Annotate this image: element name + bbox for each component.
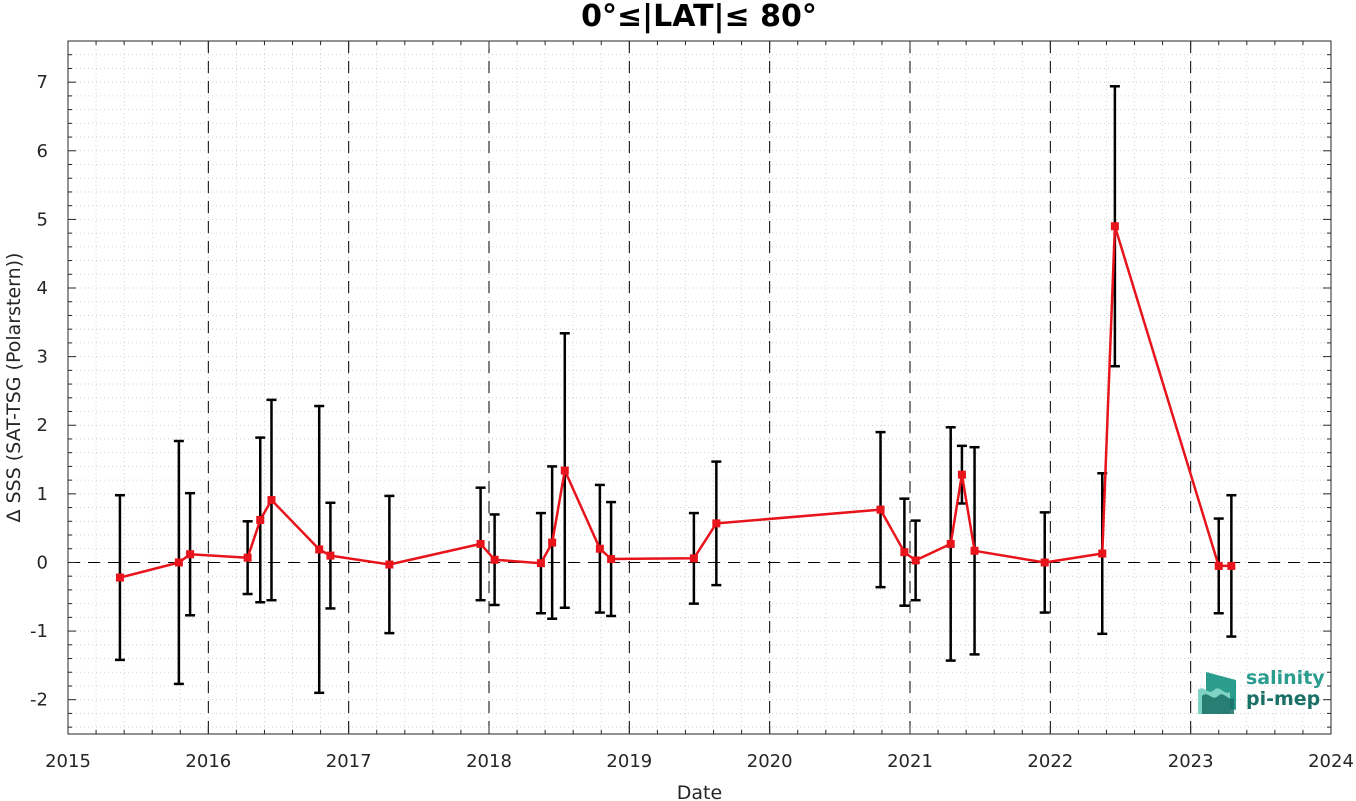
salinity-pi-mep-logo: salinity pi-mep	[1196, 668, 1326, 718]
y-tick-labels: -2 -1 0 1 2 3 4 5 6 7	[30, 72, 48, 711]
data-point-marker	[911, 556, 920, 565]
series-line	[119, 225, 1232, 579]
data-point-marker	[267, 496, 276, 505]
data-point-marker	[243, 553, 252, 562]
series-markers	[115, 222, 1236, 582]
axes-box	[67, 40, 1332, 735]
data-point-marker	[326, 551, 335, 560]
y-tick-label: 6	[37, 141, 48, 162]
x-tick-label: 2022	[1027, 751, 1073, 772]
y-tick-label: 1	[37, 484, 48, 505]
y-tick-label: -1	[30, 621, 48, 642]
data-point-marker	[256, 515, 265, 524]
error-bars	[114, 85, 1237, 695]
data-point-marker	[595, 544, 604, 553]
data-point-marker	[1098, 549, 1107, 558]
y-tick-label: 4	[37, 278, 48, 299]
data-point-marker	[476, 539, 485, 548]
data-point-marker	[1110, 222, 1119, 231]
data-point-marker	[385, 560, 394, 569]
data-point-marker	[315, 545, 324, 554]
y-tick-label: 5	[37, 209, 48, 230]
series-polyline	[119, 225, 1232, 579]
x-tick-label: 2016	[185, 751, 231, 772]
x-tick-label: 2024	[1308, 751, 1354, 772]
x-tick-label: 2023	[1168, 751, 1214, 772]
data-point-marker	[970, 546, 979, 555]
data-point-marker	[1214, 561, 1223, 570]
data-point-marker	[876, 505, 885, 514]
x-tick-label: 2020	[747, 751, 793, 772]
data-point-marker	[560, 466, 569, 475]
logo-line-1: salinity	[1246, 667, 1325, 689]
reference-lines	[68, 41, 1331, 734]
data-point-marker	[1227, 561, 1236, 570]
x-tick-label: 2021	[887, 751, 933, 772]
x-tick-label: 2018	[466, 751, 512, 772]
data-point-marker	[900, 548, 909, 557]
chart-title: 0°≤|LAT|≤ 80°	[581, 0, 817, 34]
data-point-marker	[548, 538, 557, 547]
x-tick-label: 2019	[606, 751, 652, 772]
y-tick-label: 7	[37, 72, 48, 93]
wave-logo-icon	[1198, 672, 1236, 714]
x-tick-labels: 2015 2016 2017 2018 2019 2020 2021 2022 2023 2024	[45, 751, 1354, 772]
y-tick-label: 3	[37, 347, 48, 368]
logo-line-2: pi-mep	[1246, 688, 1321, 710]
y-tick-label: 0	[37, 552, 48, 573]
data-point-marker	[490, 555, 499, 564]
data-point-marker	[957, 470, 966, 479]
y-axis-label: Δ SSS (SAT-TSG (Polarstern))	[3, 253, 25, 523]
axis-ticks	[67, 40, 1332, 734]
data-point-marker	[607, 555, 616, 564]
x-axis-label: Date	[677, 782, 722, 801]
data-point-marker	[536, 559, 545, 568]
data-point-marker	[712, 519, 721, 528]
data-point-marker	[1040, 558, 1049, 567]
x-tick-label: 2017	[326, 751, 372, 772]
x-tick-label: 2015	[45, 751, 91, 772]
data-point-marker	[115, 573, 124, 582]
data-point-marker	[689, 554, 698, 563]
data-point-marker	[186, 550, 195, 559]
y-tick-label: -2	[30, 690, 48, 711]
grid-layer	[67, 40, 1332, 734]
data-point-marker	[174, 558, 183, 567]
data-point-marker	[946, 539, 955, 548]
y-tick-label: 2	[37, 415, 48, 436]
